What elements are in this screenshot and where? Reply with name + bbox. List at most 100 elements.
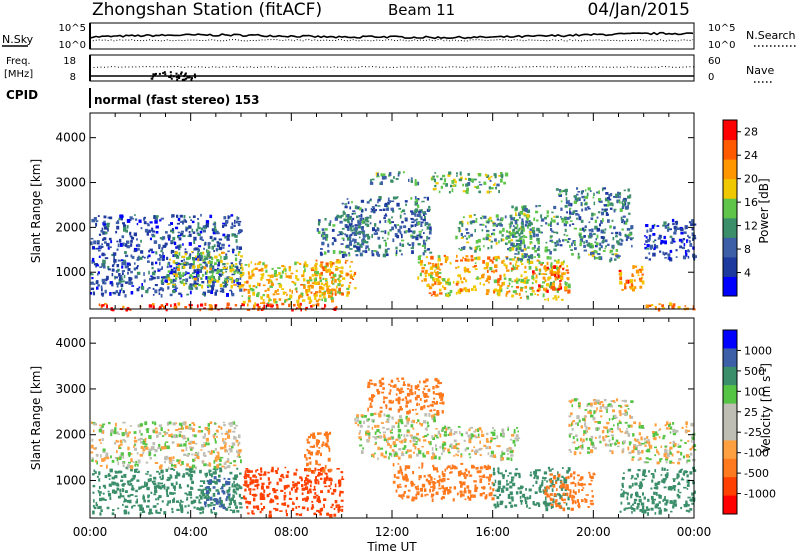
- heatmap-cell: [625, 239, 628, 241]
- heatmap-cell: [264, 265, 268, 269]
- heatmap-cell: [529, 255, 533, 259]
- heatmap-cell: [151, 266, 154, 270]
- heatmap-cell: [439, 433, 442, 438]
- heatmap-cell: [102, 492, 105, 495]
- heatmap-cell: [173, 278, 177, 282]
- heatmap-cell: [226, 496, 229, 499]
- heatmap-cell: [393, 473, 396, 478]
- heatmap-cell: [577, 252, 580, 256]
- heatmap-cell: [556, 231, 559, 235]
- heatmap-cell: [322, 441, 325, 444]
- heatmap-cell: [422, 391, 424, 394]
- heatmap-cell: [594, 244, 598, 248]
- heatmap-cell: [238, 285, 241, 289]
- heatmap-cell: [435, 444, 437, 448]
- heatmap-cell: [442, 449, 445, 453]
- heatmap-cell: [501, 234, 504, 237]
- heatmap-cell: [211, 272, 214, 276]
- heatmap-cell: [135, 460, 138, 463]
- heatmap-cell: [376, 388, 379, 392]
- heatmap-cell: [181, 501, 184, 503]
- heatmap-cell: [108, 237, 112, 241]
- heatmap-cell: [430, 486, 434, 488]
- heatmap-cell: [125, 308, 128, 312]
- heatmap-cell: [432, 175, 435, 178]
- heatmap-cell: [122, 290, 125, 294]
- heatmap-cell: [172, 456, 175, 459]
- heatmap-cell: [369, 379, 373, 382]
- heatmap-cell: [475, 428, 477, 432]
- heatmap-cell: [247, 288, 250, 291]
- heatmap-cell: [187, 272, 190, 275]
- heatmap-cell: [414, 181, 418, 186]
- heatmap-cell: [373, 232, 377, 235]
- heatmap-cell: [579, 240, 582, 244]
- heatmap-cell: [209, 479, 213, 483]
- heatmap-cell: [325, 282, 327, 285]
- heatmap-cell: [153, 485, 157, 490]
- heatmap-cell: [121, 432, 125, 437]
- heatmap-cell: [510, 242, 514, 247]
- heatmap-cell: [184, 248, 187, 251]
- power-colorbar-band: [723, 178, 737, 199]
- heatmap-cell: [172, 236, 176, 241]
- heatmap-cell: [289, 288, 291, 293]
- heatmap-cell: [460, 176, 463, 180]
- heatmap-cell: [403, 445, 407, 449]
- heatmap-cell: [217, 453, 220, 457]
- heatmap-cell: [187, 437, 190, 442]
- heatmap-cell: [256, 293, 259, 298]
- heatmap-cell: [198, 501, 202, 504]
- heatmap-cell: [482, 475, 485, 478]
- heatmap-cell: [371, 454, 373, 458]
- heatmap-cell: [124, 505, 129, 508]
- heatmap-cell: [440, 263, 443, 266]
- heatmap-cell: [222, 505, 225, 510]
- heatmap-cell: [559, 279, 561, 283]
- heatmap-cell: [219, 273, 222, 277]
- heatmap-cell: [194, 247, 198, 250]
- heatmap-cell: [494, 238, 497, 242]
- heatmap-cell: [130, 291, 134, 295]
- heatmap-cell: [458, 247, 460, 250]
- heatmap-cell: [398, 422, 400, 426]
- heatmap-cell: [644, 246, 648, 250]
- heatmap-cell: [374, 443, 377, 445]
- heatmap-cell: [111, 264, 115, 267]
- heatmap-cell: [307, 497, 309, 500]
- heatmap-cell: [277, 288, 279, 292]
- heatmap-cell: [203, 454, 207, 457]
- heatmap-cell: [336, 468, 340, 470]
- heatmap-cell: [395, 250, 398, 254]
- heatmap-cell: [410, 424, 414, 428]
- heatmap-cell: [346, 198, 349, 200]
- heatmap-cell: [441, 470, 444, 475]
- heatmap-cell: [259, 473, 263, 477]
- heatmap-cell: [195, 257, 198, 261]
- heatmap-cell: [560, 277, 563, 279]
- heatmap-cell: [196, 455, 200, 460]
- heatmap-cell: [356, 206, 360, 210]
- heatmap-cell: [319, 277, 322, 280]
- heatmap-cell: [115, 439, 118, 443]
- heatmap-cell: [540, 285, 544, 288]
- heatmap-cell: [639, 285, 643, 289]
- heatmap-cell: [148, 287, 151, 289]
- heatmap-cell: [122, 503, 124, 506]
- heatmap-cell: [508, 248, 512, 252]
- heatmap-cell: [106, 278, 109, 281]
- heatmap-cell: [380, 173, 383, 177]
- heatmap-cell: [391, 428, 393, 431]
- heatmap-cell: [432, 464, 435, 468]
- heatmap-cell: [227, 235, 230, 239]
- heatmap-cell: [487, 177, 491, 181]
- heatmap-cell: [188, 255, 190, 258]
- heatmap-cell: [326, 436, 329, 441]
- heatmap-cell: [543, 471, 548, 475]
- heatmap-cell: [400, 421, 404, 425]
- heatmap-cell: [655, 245, 659, 249]
- heatmap-cell: [508, 223, 512, 226]
- power-colorbar-tick-label: 16: [744, 196, 758, 209]
- heatmap-cell: [179, 276, 182, 280]
